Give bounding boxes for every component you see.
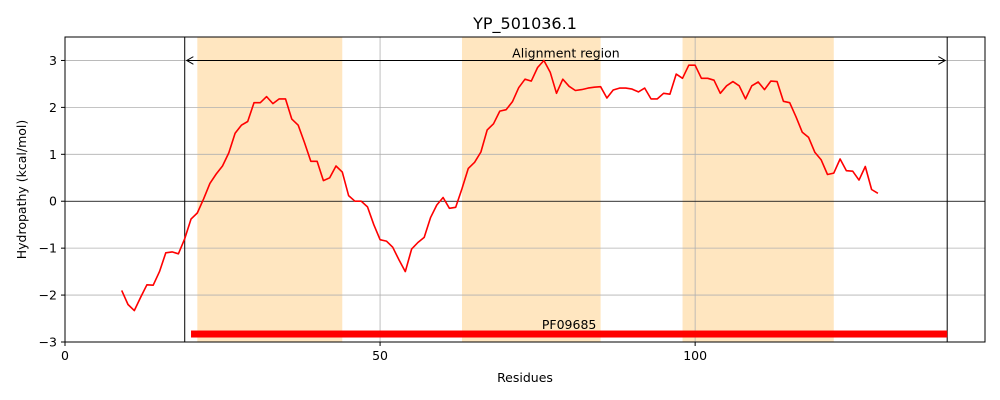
y-tick-label: 2 [49, 100, 57, 115]
plot-frame [64, 36, 986, 343]
domain-bar [191, 330, 948, 338]
shaded-region-1 [197, 37, 343, 342]
x-tick-label: 50 [372, 348, 388, 363]
y-tick-label: 1 [49, 147, 57, 162]
shaded-region-3 [682, 37, 834, 342]
y-axis-label: Hydropathy (kcal/mol) [14, 120, 29, 260]
hydropathy-line [120, 59, 879, 312]
alignment-region-label: Alignment region [512, 45, 620, 60]
y-tick-label: 0 [49, 194, 57, 209]
plot-area: Alignment region PF09685 0 50 100 −3 −2 −1 0 1 2 3 [39, 36, 986, 363]
chart-title: YP_501036.1 [472, 14, 577, 34]
y-tick-label: −2 [39, 288, 57, 303]
domain-bar-label: PF09685 [542, 317, 597, 332]
shaded-region-2 [461, 37, 601, 342]
y-tick-label: −3 [39, 335, 57, 350]
x-tick-label: 0 [61, 348, 69, 363]
x-axis-label: Residues [497, 370, 553, 385]
x-tick-label: 100 [683, 348, 707, 363]
y-tick-label: 3 [49, 53, 57, 68]
y-tick-label: −1 [39, 241, 57, 256]
